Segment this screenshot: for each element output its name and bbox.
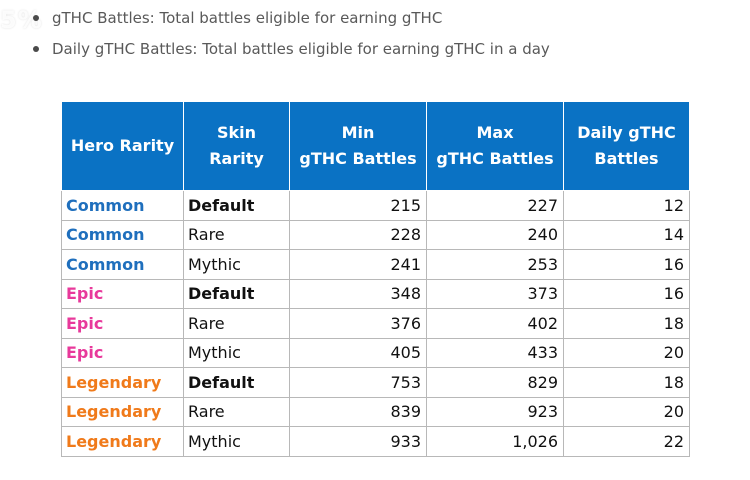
cell-daily-battles: 18 [563,367,690,398]
cell-skin-rarity: Default [183,190,290,221]
header-line: Skin Rarity [209,123,264,168]
cell-min-battles: 348 [289,278,427,309]
cell-min-battles: 753 [289,367,427,398]
header-line: Daily gTHC [577,123,676,142]
cell-min-battles: 228 [289,219,427,250]
cell-skin-rarity: Mythic [183,426,290,457]
cell-max-battles: 373 [426,278,564,309]
header-line: gTHC Battles [436,149,554,168]
header-line: Hero Rarity [70,136,175,155]
cell-skin-rarity: Rare [183,219,290,250]
table-body: Common Default 215 227 12 Common Rare 228 240 14 C… [61,190,690,457]
header-skin-rarity: Skin Rarity [183,101,290,191]
table-row: Epic Mythic 405 433 20 [61,337,690,368]
table-row: Legendary Mythic 933 1,026 22 [61,426,690,457]
cell-max-battles: 402 [426,308,564,339]
definition-item-daily-gthc-battles: Daily gTHC Battles: Total battles eligib… [20,40,550,59]
table-row: Legendary Default 753 829 18 [61,367,690,398]
cell-max-battles: 240 [426,219,564,250]
definition-item-gthc-battles: gTHC Battles: Total battles eligible for… [20,9,550,28]
cell-max-battles: 1,026 [426,426,564,457]
table-row: Common Rare 228 240 14 [61,219,690,250]
cell-daily-battles: 16 [563,249,690,280]
bullet-icon [33,15,39,21]
cell-skin-rarity: Mythic [183,249,290,280]
cell-skin-rarity: Rare [183,308,290,339]
cell-min-battles: 376 [289,308,427,339]
cell-max-battles: 227 [426,190,564,221]
table-row: Epic Rare 376 402 18 [61,308,690,339]
cell-min-battles: 933 [289,426,427,457]
header-line: Min [341,123,375,142]
cell-skin-rarity: Rare [183,396,290,427]
cell-min-battles: 241 [289,249,427,280]
table-row: Legendary Rare 839 923 20 [61,396,690,427]
table-row: Epic Default 348 373 16 [61,278,690,309]
cell-hero-rarity: Common [61,249,184,280]
cell-daily-battles: 20 [563,396,690,427]
cell-min-battles: 839 [289,396,427,427]
cell-daily-battles: 16 [563,278,690,309]
table-row: Common Default 215 227 12 [61,190,690,221]
cell-daily-battles: 18 [563,308,690,339]
definition-text: gTHC Battles: Total battles eligible for… [52,9,443,27]
cell-min-battles: 405 [289,337,427,368]
cell-max-battles: 829 [426,367,564,398]
cell-hero-rarity: Legendary [61,396,184,427]
cell-hero-rarity: Epic [61,308,184,339]
definition-text: Daily gTHC Battles: Total battles eligib… [52,40,550,58]
bullet-icon [33,46,39,52]
cell-hero-rarity: Epic [61,337,184,368]
cell-hero-rarity: Legendary [61,426,184,457]
cell-skin-rarity: Default [183,278,290,309]
cell-hero-rarity: Common [61,219,184,250]
cell-max-battles: 923 [426,396,564,427]
table-row: Common Mythic 241 253 16 [61,249,690,280]
header-min-gthc-battles: Min gTHC Battles [289,101,427,191]
cell-hero-rarity: Epic [61,278,184,309]
cell-skin-rarity: Mythic [183,337,290,368]
header-line: Battles [594,149,659,168]
cell-hero-rarity: Common [61,190,184,221]
cell-daily-battles: 20 [563,337,690,368]
cell-min-battles: 215 [289,190,427,221]
cell-max-battles: 253 [426,249,564,280]
cell-skin-rarity: Default [183,367,290,398]
cell-daily-battles: 12 [563,190,690,221]
header-max-gthc-battles: Max gTHC Battles [426,101,564,191]
header-hero-rarity: Hero Rarity [61,101,184,191]
cell-daily-battles: 14 [563,219,690,250]
definition-list: gTHC Battles: Total battles eligible for… [20,9,550,71]
cell-max-battles: 433 [426,337,564,368]
header-line: gTHC Battles [299,149,417,168]
cell-daily-battles: 22 [563,426,690,457]
header-line: Max [476,123,514,142]
cell-hero-rarity: Legendary [61,367,184,398]
gthc-battles-table: Hero Rarity Skin Rarity Min gTHC Battles… [61,101,690,457]
table-header-row: Hero Rarity Skin Rarity Min gTHC Battles… [61,101,690,191]
header-daily-gthc-battles: Daily gTHC Battles [563,101,690,191]
